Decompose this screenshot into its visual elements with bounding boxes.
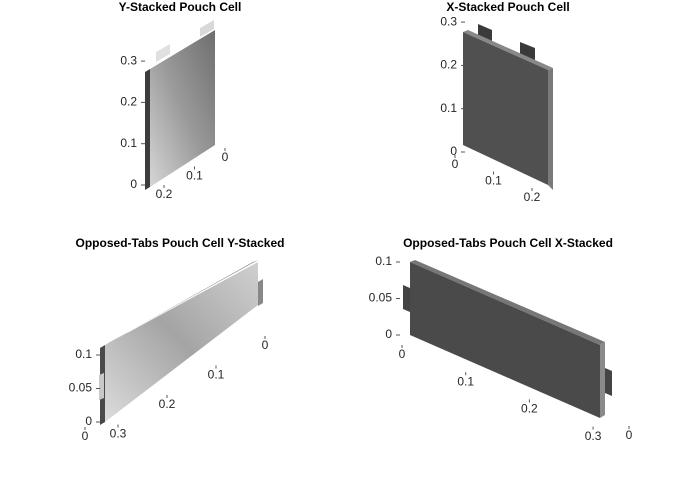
z-tick-label: 0.1 — [120, 136, 137, 150]
y-tick-label: 0 — [262, 338, 269, 352]
x-tick-label: 0.2 — [524, 190, 541, 204]
x-tick-label: 0 — [452, 157, 459, 171]
subplot-title: Y-Stacked Pouch Cell — [119, 0, 242, 14]
z-tick-label: 0.2 — [120, 95, 137, 109]
x-tick-label: 0.1 — [457, 374, 474, 388]
z-tick-label: 0 — [385, 327, 392, 341]
y-tick-label: 0.1 — [186, 169, 203, 183]
z-tick-label: 0.1 — [375, 254, 392, 268]
z-tick-label: 0 — [85, 414, 92, 428]
panel-4-shape — [403, 260, 612, 418]
y-tick-label: 0.2 — [159, 397, 176, 411]
z-tick-label: 0.05 — [369, 291, 393, 305]
z-tick-label: 0.1 — [75, 347, 92, 361]
x-tick-label: 0.2 — [521, 402, 538, 416]
y-tick-label: 0.2 — [156, 187, 173, 201]
panel-2-shape — [463, 24, 553, 190]
x-tick-label: 0.3 — [585, 429, 602, 443]
x-tick-label: 0 — [399, 347, 406, 361]
z-tick-label: 0.1 — [440, 101, 457, 115]
z-tick-label: 0.05 — [69, 381, 93, 395]
z-tick-label: 0 — [450, 144, 457, 158]
z-tick-label: 0.3 — [120, 53, 137, 67]
y-tick-label: 0.3 — [110, 427, 127, 441]
y-tick-label: 0 — [222, 150, 229, 164]
subplot-title: X-Stacked Pouch Cell — [446, 0, 569, 14]
subplot-title: Opposed-Tabs Pouch Cell X-Stacked — [403, 236, 613, 250]
x-tick-label: 0.1 — [485, 174, 502, 188]
subplot-title: Opposed-Tabs Pouch Cell Y-Stacked — [76, 236, 285, 250]
z-tick-label: 0 — [130, 177, 137, 191]
panel-3-shape — [99, 260, 263, 425]
y-tick-label: 0 — [626, 428, 633, 442]
x-tick-label: 0 — [82, 429, 89, 443]
panel-1-shape — [145, 20, 215, 190]
y-tick-label: 0.1 — [208, 368, 225, 382]
z-tick-label: 0.3 — [440, 14, 457, 28]
z-tick-label: 0.2 — [440, 58, 457, 72]
